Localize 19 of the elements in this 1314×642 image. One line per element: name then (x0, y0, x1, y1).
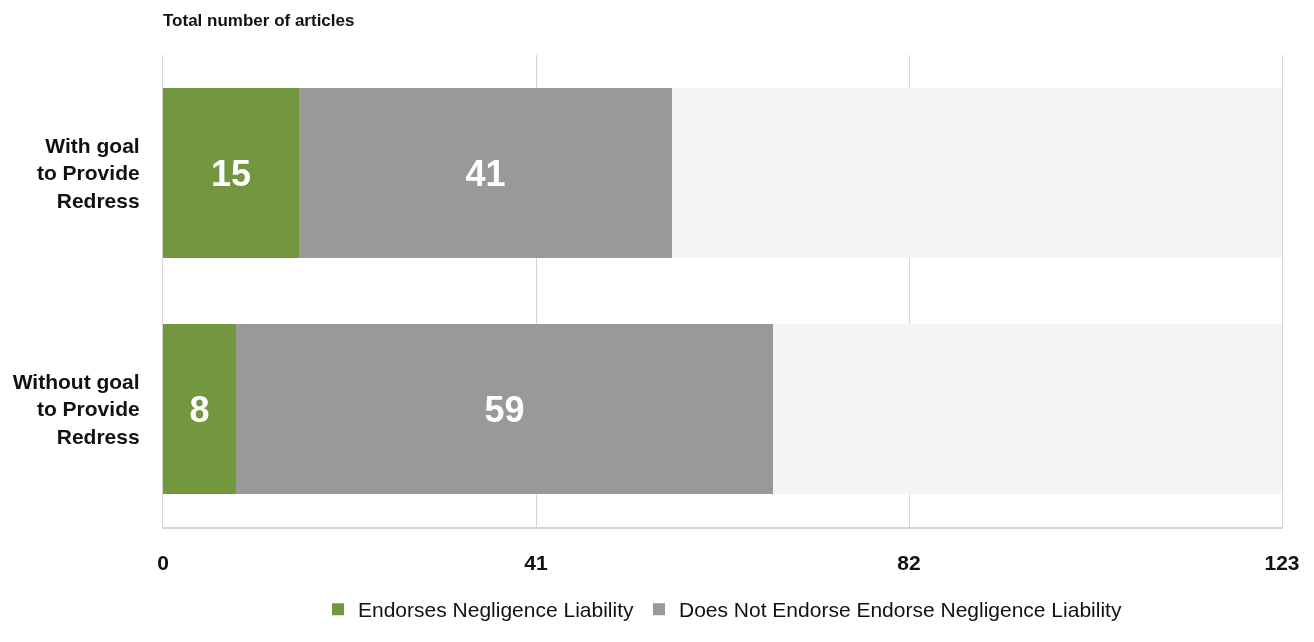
bar (773, 324, 1282, 494)
x-tick-label: 41 (524, 550, 548, 574)
data-label: 41 (465, 152, 506, 194)
legend-label: Does Not Endorse Endorse Negligence Liability (678, 598, 1122, 622)
bar (299, 88, 672, 258)
chart-title: Total number of articles (163, 10, 355, 30)
x-tick-label: 0 (157, 550, 169, 574)
x-tick-label: 82 (897, 550, 921, 574)
y-tick-label: With goal to Provide Redress (36, 134, 140, 212)
data-label: 8 (189, 388, 210, 430)
bar (672, 88, 1282, 258)
x-tick-label: 123 (1264, 550, 1300, 574)
bar (163, 324, 236, 494)
data-label: 59 (484, 388, 525, 430)
bar (236, 324, 773, 494)
y-tick-label: Without goal to Provide Redress (12, 370, 140, 448)
data-label: 15 (210, 152, 252, 194)
legend-label: Endorses Negligence Liability (358, 598, 634, 622)
bar (163, 88, 299, 258)
